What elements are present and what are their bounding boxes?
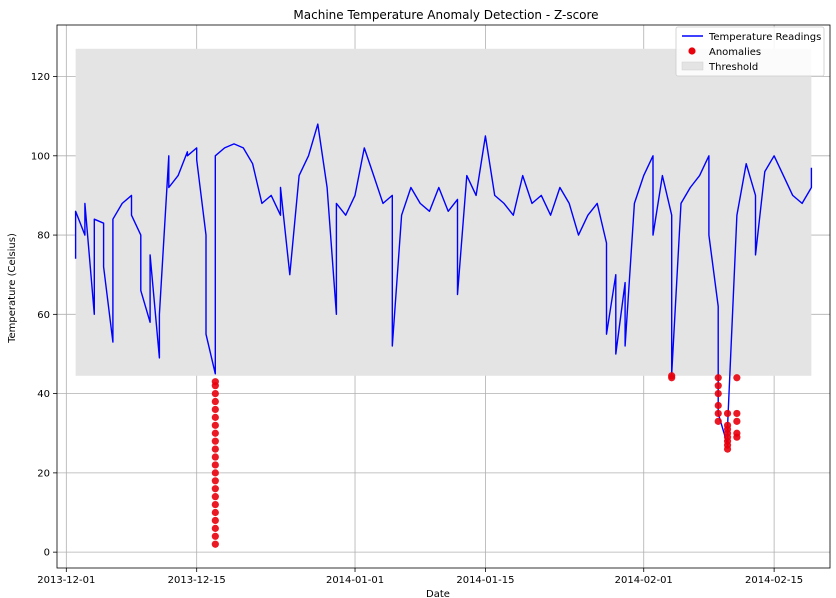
anomaly-point	[211, 532, 219, 540]
y-tick-label: 80	[37, 231, 50, 242]
x-tick-label: 2014-01-01	[326, 575, 384, 586]
anomaly-point	[723, 409, 732, 418]
anomaly-point	[211, 397, 219, 406]
anomaly-point	[211, 437, 219, 445]
anomaly-point	[211, 405, 219, 414]
anomaly-point	[733, 417, 741, 425]
x-axis-label: Date	[426, 589, 450, 598]
anomaly-point	[211, 461, 219, 469]
anomaly-point	[733, 433, 741, 441]
y-tick-label: 0	[44, 548, 50, 559]
anomaly-point	[211, 453, 219, 461]
anomaly-point	[733, 374, 741, 382]
legend-threshold-swatch	[681, 61, 704, 71]
y-tick-label: 60	[37, 310, 50, 321]
x-tick-label: 2014-01-15	[456, 575, 514, 586]
x-tick-label: 2014-02-15	[745, 575, 803, 586]
anomaly-point	[714, 374, 722, 382]
anomaly-point	[668, 372, 676, 380]
anomaly-point	[211, 508, 219, 517]
anomaly-point	[211, 421, 219, 429]
x-tick-label: 2013-12-01	[37, 575, 95, 586]
anomaly-point	[211, 429, 219, 437]
y-tick-label: 40	[37, 389, 50, 400]
anomaly-point	[211, 469, 219, 477]
anomaly-point	[723, 429, 732, 437]
x-tick-label: 2014-02-01	[615, 575, 673, 586]
anomaly-point	[211, 516, 219, 525]
anomaly-point	[714, 382, 722, 390]
anomaly-point	[714, 409, 722, 418]
anomaly-point	[211, 477, 219, 485]
anomaly-point	[714, 401, 722, 410]
anomaly-point	[714, 390, 722, 398]
y-tick-label: 100	[31, 151, 50, 162]
legend: Temperature Readings Anomalies Threshold	[675, 26, 825, 77]
anomaly-point	[723, 421, 732, 429]
anomaly-point	[211, 500, 219, 509]
anomaly-points-layer	[211, 372, 741, 548]
anomaly-point	[211, 445, 219, 453]
x-axis-ticks: 2013-12-01 2013-12-15 2014-01-01 2014-01-15…	[37, 568, 803, 586]
anomaly-point	[211, 493, 219, 501]
y-axis-label: Temperature (Celsius)	[7, 233, 18, 344]
anomaly-point	[723, 437, 732, 445]
legend-temperature-label: Temperature Readings	[708, 32, 821, 43]
legend-threshold-label: Threshold	[708, 62, 758, 73]
x-tick-label: 2013-12-15	[168, 575, 226, 586]
y-tick-label: 20	[37, 468, 50, 479]
anomaly-point	[733, 409, 741, 418]
temperature-line-layer	[74, 123, 813, 446]
y-axis-ticks: 0 20 40 60 80 100 120	[31, 72, 57, 559]
legend-anomalies-label: Anomalies	[709, 47, 761, 58]
anomaly-point	[723, 445, 732, 453]
legend-box	[675, 26, 825, 77]
anomaly-point	[211, 413, 219, 421]
temperature-line	[74, 123, 813, 446]
chart-title: Machine Temperature Anomaly Detection - …	[293, 8, 598, 22]
threshold-band	[75, 48, 812, 376]
anomaly-point	[211, 378, 219, 386]
legend-anomalies-swatch	[688, 47, 696, 55]
anomaly-point	[211, 485, 219, 493]
anomaly-point	[211, 390, 219, 398]
plot-frame	[56, 24, 831, 569]
threshold-band-layer	[75, 48, 812, 376]
y-tick-label: 120	[31, 72, 50, 83]
anomaly-point	[211, 540, 219, 548]
anomaly-point	[211, 524, 219, 532]
anomaly-point	[714, 417, 722, 425]
